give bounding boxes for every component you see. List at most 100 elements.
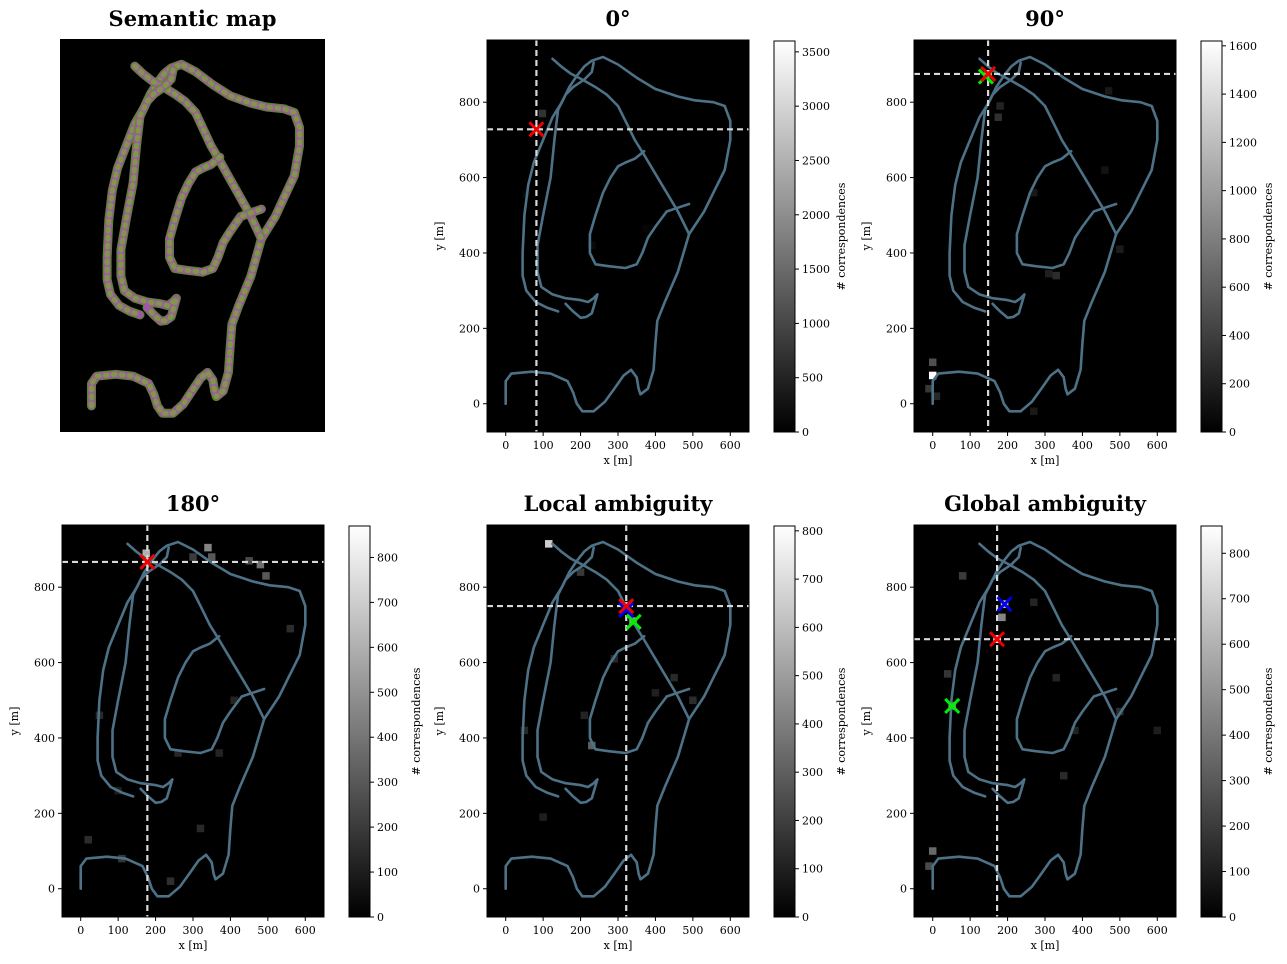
- road-network: [931, 55, 1159, 413]
- colorbar-tick-label: 600: [802, 621, 823, 634]
- x-axis-label: x [m]: [604, 454, 633, 467]
- colorbar-tick-label: 400: [377, 731, 398, 744]
- x-tick-label: 200: [997, 924, 1018, 937]
- y-tick-label: 600: [459, 172, 480, 185]
- y-tick-label: 400: [459, 732, 480, 745]
- x-tick-label: 300: [1035, 924, 1056, 937]
- colorbar: [348, 525, 371, 918]
- colorbar-tick-label: 600: [377, 641, 398, 654]
- heat-cell-13: [996, 102, 1004, 110]
- heat-cell-4: [932, 392, 941, 400]
- heatmap-svg: 0° 0 100 200 300 400 500 600 x [m] 0 200 400 600 800 y…: [433, 6, 848, 467]
- heat-cell-10: [1030, 188, 1038, 197]
- colorbar-tick-label: 2500: [802, 154, 830, 167]
- x-tick-label: 200: [145, 924, 166, 937]
- x-tick-label: 400: [645, 439, 666, 452]
- colorbar-label: # correspondences: [835, 182, 848, 290]
- colorbar-tick-label: 100: [1229, 866, 1250, 879]
- heat-cell-7: [1045, 269, 1053, 278]
- heat-cell-4: [576, 568, 585, 576]
- colorbar-tick-label: 0: [377, 911, 384, 924]
- x-tick-label: 0: [502, 439, 509, 452]
- colorbar-tick-label: 1600: [1229, 40, 1257, 53]
- y-tick-label: 0: [473, 883, 480, 896]
- road-line-2: [963, 61, 1026, 320]
- colorbar-tick-label: 700: [802, 573, 823, 586]
- heat-cell-8: [689, 696, 697, 705]
- x-tick-label: 500: [682, 439, 703, 452]
- road-line-3: [163, 634, 266, 755]
- colorbar-tick-label: 200: [802, 814, 823, 827]
- x-tick-label: 400: [645, 924, 666, 937]
- marker-x-1: [980, 65, 997, 82]
- colorbar-tick-label: 400: [1229, 329, 1250, 342]
- heat-cell-4: [928, 847, 937, 855]
- y-tick-label: 800: [886, 96, 907, 109]
- y-tick-label: 200: [886, 807, 907, 820]
- road-line-0: [504, 540, 732, 898]
- heat-cell-8: [1116, 245, 1124, 253]
- x-tick-label: 500: [257, 924, 278, 937]
- panel-title: 180°: [166, 491, 220, 516]
- y-tick-label: 400: [34, 732, 55, 745]
- x-tick-label: 0: [929, 439, 936, 452]
- colorbar-tick-label: 1000: [802, 317, 830, 330]
- x-tick-label: 300: [183, 924, 204, 937]
- colorbar: [1200, 40, 1223, 433]
- y-tick-label: 200: [886, 322, 907, 335]
- panel-title: 0°: [605, 6, 630, 31]
- y-tick-label: 0: [900, 883, 907, 896]
- x-tick-label: 100: [108, 924, 129, 937]
- colorbar-tick-label: 400: [802, 718, 823, 731]
- colorbar-tick-label: 500: [377, 686, 398, 699]
- colorbar-tick-label: 400: [1229, 729, 1250, 742]
- heatmap-svg: 90° 0 100 200 300 400 500 600 x [m] 0 200 400 600 800…: [860, 6, 1275, 467]
- road-line-0: [931, 55, 1159, 413]
- x-tick-label: 500: [682, 924, 703, 937]
- colorbar-tick-label: 600: [1229, 281, 1250, 294]
- colorbar-label: # correspondences: [835, 667, 848, 775]
- x-axis-label: x [m]: [179, 939, 208, 952]
- heat-cell-3: [588, 741, 596, 750]
- x-axis-label: x [m]: [1031, 939, 1060, 952]
- marker-x-0: [139, 553, 156, 570]
- colorbar-tick-label: 0: [802, 426, 809, 439]
- colorbar-tick-label: 700: [1229, 593, 1250, 606]
- x-tick-label: 400: [1072, 924, 1093, 937]
- x-tick-label: 100: [533, 439, 554, 452]
- colorbar-tick-label: 0: [802, 911, 809, 924]
- heat-cell-9: [1059, 771, 1068, 780]
- colorbar: [773, 40, 796, 433]
- y-axis-label: y [m]: [433, 222, 446, 252]
- heat-cell-11: [539, 813, 547, 821]
- colorbar-tick-label: 500: [1229, 684, 1250, 697]
- heat-cell-4: [642, 224, 650, 233]
- colorbar-tick-label: 200: [1229, 378, 1250, 391]
- heat-cell-9: [1104, 87, 1113, 95]
- heat-cell-6: [958, 572, 967, 580]
- x-tick-label: 100: [533, 924, 554, 937]
- panel-title: Local ambiguity: [524, 491, 714, 516]
- heat-cell-16: [215, 749, 223, 757]
- heat-cell-3: [925, 384, 933, 393]
- heat-cell-1: [538, 109, 547, 118]
- x-tick-label: 600: [1147, 924, 1168, 937]
- colorbar-label: # correspondences: [1262, 667, 1275, 775]
- heat-cell-5: [520, 726, 529, 735]
- colorbar-tick-label: 200: [377, 821, 398, 834]
- y-tick-label: 0: [48, 883, 55, 896]
- x-tick-label: 0: [77, 924, 84, 937]
- heat-cell-7: [651, 688, 660, 697]
- colorbar-tick-label: 800: [377, 551, 398, 564]
- marker-x-0: [944, 697, 961, 714]
- y-tick-label: 800: [34, 581, 55, 594]
- heatmap-svg: 180° 0 100 200 300 400 500 600 x [m] 0 200 400 600 80…: [8, 491, 423, 952]
- y-tick-label: 600: [459, 657, 480, 670]
- colorbar-tick-label: 3000: [802, 100, 830, 113]
- heat-cell-5: [925, 862, 933, 870]
- heat-cell-13: [1071, 726, 1079, 735]
- x-tick-label: 600: [720, 924, 741, 937]
- heatmap-panel-local-ambiguity: Local ambiguity 0 100 200 300 400 500 600 x [m] 0…: [425, 485, 857, 960]
- colorbar-tick-label: 1000: [1229, 185, 1257, 198]
- colorbar-tick-label: 0: [1229, 911, 1236, 924]
